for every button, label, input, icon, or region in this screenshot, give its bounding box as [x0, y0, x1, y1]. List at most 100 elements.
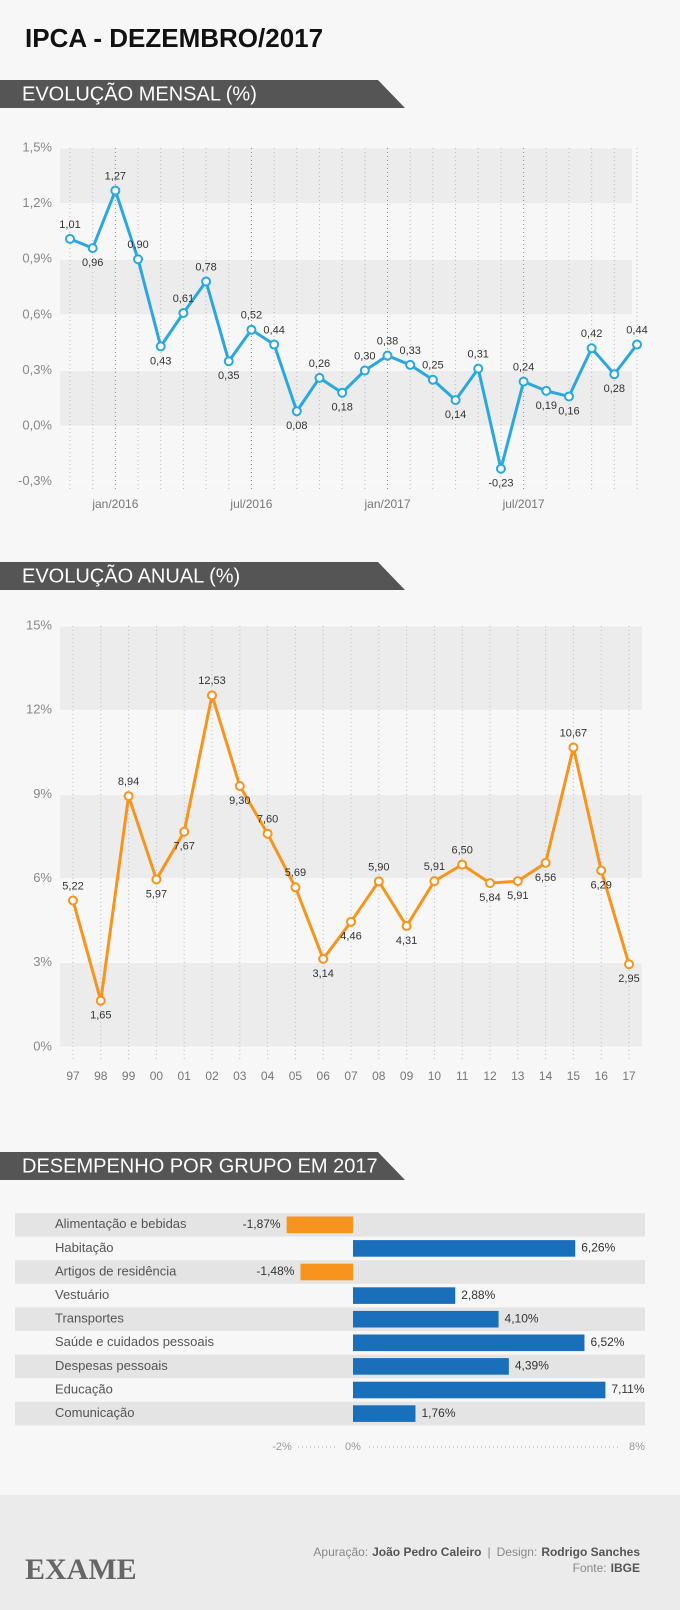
- marker: [485, 878, 495, 889]
- category-label: Habitação: [55, 1240, 114, 1255]
- y-tick-label: 0,6%: [22, 306, 52, 321]
- data-label: 7,60: [257, 814, 278, 826]
- data-label: 0,33: [399, 345, 420, 357]
- data-label: 0,18: [331, 402, 352, 414]
- marker: [151, 874, 162, 885]
- marker: [178, 308, 189, 319]
- bar: [353, 1405, 416, 1422]
- section-banner: [0, 562, 405, 590]
- marker: [110, 185, 121, 196]
- y-tick-label: 1,2%: [22, 195, 52, 210]
- data-label: 0,31: [468, 349, 489, 361]
- data-label: 4,46: [340, 931, 361, 943]
- marker: [540, 857, 551, 868]
- x-tick-label: 03: [233, 1069, 247, 1083]
- data-label: 0,14: [445, 409, 466, 421]
- marker: [87, 243, 98, 254]
- data-label: 6,50: [451, 844, 472, 856]
- category-label: Alimentação e bebidas: [55, 1216, 187, 1231]
- data-label: 0,44: [263, 324, 284, 336]
- marker: [518, 376, 529, 387]
- marker: [123, 791, 134, 802]
- band: [60, 370, 632, 427]
- data-label: 0,78: [195, 261, 216, 273]
- marker: [563, 391, 574, 402]
- marker: [609, 369, 620, 380]
- x-tick-label: 04: [261, 1069, 275, 1083]
- data-label: 0,35: [218, 370, 239, 382]
- marker: [473, 363, 484, 374]
- marker: [234, 780, 245, 791]
- data-label: 0,52: [241, 310, 262, 322]
- x-tick-label: 16: [595, 1069, 609, 1083]
- data-label: 0,16: [558, 405, 579, 417]
- x-tick-label: 8%: [629, 1441, 645, 1453]
- bar: [300, 1263, 353, 1281]
- data-label: 5,69: [285, 867, 306, 879]
- data-label: 0,96: [82, 257, 103, 269]
- x-tick-label: jul/2017: [502, 497, 545, 511]
- data-label: 0,30: [354, 350, 375, 362]
- data-label: 2,95: [618, 973, 639, 985]
- y-tick-label: 0,9%: [22, 251, 52, 266]
- data-label: 0,19: [536, 400, 557, 412]
- data-label: 0,43: [150, 355, 171, 367]
- marker: [382, 350, 393, 361]
- data-label: 5,84: [479, 892, 500, 904]
- y-tick-label: 3%: [33, 954, 52, 969]
- section-banner: [0, 80, 405, 108]
- logo: EXAME: [25, 1553, 137, 1586]
- data-label: -0,23: [488, 478, 513, 490]
- category-label: Artigos de residência: [55, 1263, 177, 1278]
- data-label: 2,88%: [461, 1288, 495, 1302]
- data-label: 0,25: [422, 360, 443, 372]
- data-label: 0,28: [604, 383, 625, 395]
- marker: [68, 895, 78, 906]
- row-band: [15, 1401, 645, 1426]
- band: [60, 962, 642, 1047]
- x-tick-label: 00: [150, 1069, 164, 1083]
- section-title: EVOLUÇÃO ANUAL (%): [22, 563, 240, 587]
- data-label: 6,52%: [590, 1335, 624, 1349]
- x-tick-label: 14: [539, 1069, 553, 1083]
- data-label: 1,76%: [421, 1406, 455, 1420]
- marker: [314, 372, 325, 383]
- section-title: DESEMPENHO POR GRUPO EM 2017: [22, 1155, 378, 1177]
- x-tick-label: 97: [66, 1069, 80, 1083]
- data-label: 6,26%: [581, 1241, 615, 1255]
- x-tick-label: 01: [178, 1069, 192, 1083]
- data-label: 0,44: [626, 324, 647, 336]
- marker: [246, 324, 257, 335]
- marker: [359, 365, 370, 376]
- data-label: 1,01: [59, 219, 80, 231]
- marker: [373, 876, 384, 887]
- marker: [65, 233, 75, 244]
- data-label: 5,97: [146, 888, 167, 900]
- data-label: 3,14: [312, 968, 333, 980]
- data-label: 7,67: [173, 841, 194, 853]
- category-label: Educação: [55, 1381, 113, 1396]
- data-label: 9,30: [229, 795, 250, 807]
- bar: [353, 1310, 499, 1328]
- x-tick-label: 99: [122, 1069, 136, 1083]
- bar: [353, 1334, 585, 1352]
- source-name: IBGE: [611, 1561, 640, 1575]
- data-label: 4,31: [396, 935, 417, 947]
- data-label: 0,38: [377, 336, 398, 348]
- y-tick-label: 0,0%: [22, 418, 52, 433]
- x-tick-label: jul/2016: [229, 497, 272, 511]
- y-tick-label: 15%: [26, 617, 52, 632]
- marker: [450, 395, 461, 406]
- section-title: EVOLUÇÃO MENSAL (%): [22, 81, 257, 105]
- bar: [353, 1358, 509, 1375]
- marker: [95, 995, 106, 1006]
- x-tick-label: 15: [567, 1069, 581, 1083]
- x-tick-label: 02: [205, 1069, 219, 1083]
- credit-label: Apuração:: [313, 1545, 368, 1559]
- credits: Apuração: João Pedro Caleiro | Design: Rodri…: [313, 1545, 640, 1559]
- marker: [201, 276, 212, 287]
- marker: [401, 921, 412, 932]
- data-label: -1,48%: [256, 1264, 294, 1278]
- marker: [632, 339, 642, 350]
- data-label: 12,53: [198, 675, 226, 687]
